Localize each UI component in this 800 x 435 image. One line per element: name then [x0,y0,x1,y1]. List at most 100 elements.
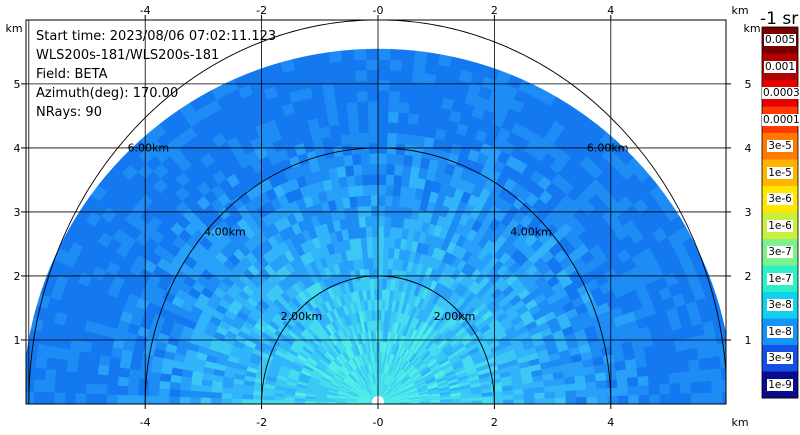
field-cell [377,268,383,279]
field-cell [647,374,660,386]
field-cell [26,366,36,381]
field-cell [711,379,723,393]
field-cell [74,393,87,404]
field-cell [335,102,348,115]
field-cell [426,115,440,129]
field-cell [334,92,347,105]
field-cell [179,389,191,398]
field-cell [722,391,726,404]
field-cell [358,132,370,144]
field-cell [363,195,372,207]
x-tick-label-bottom: -2 [256,416,267,429]
field-cell [26,391,34,404]
field-cell [393,164,404,176]
field-cell [328,50,343,63]
field-cell [283,400,295,404]
field-cell [386,132,398,144]
field-cell [159,373,172,383]
range-ring-label: 6.00km [128,141,170,154]
colorbar-label: 0.001 [763,60,797,73]
field-cell [377,194,386,206]
field-cell [398,91,411,104]
x-tick-label-top: -0 [373,4,384,17]
field-cell [586,396,598,404]
field-cell [231,398,243,404]
field-cell [397,112,409,124]
field-cell [394,153,405,166]
field-cell [346,101,358,114]
field-cell [138,378,150,389]
field-cell [129,360,142,371]
field-cell [377,90,390,102]
field-cell [355,90,368,103]
field-cell [628,394,640,404]
field-cell [252,399,264,404]
field-cell [402,154,414,167]
field-cell [57,347,70,361]
field-cell [294,400,306,404]
field-cell [354,69,367,82]
field-cell [575,389,587,398]
x-tick-label-top: 2 [491,4,498,17]
field-cell [667,361,680,374]
field-cell [659,393,671,404]
y-tick-label-right: 5 [745,78,752,91]
field-cell [606,387,619,397]
field-cell [127,386,139,396]
field-cell [372,247,379,259]
field-cell [107,365,120,377]
x-tick-label-bottom: -0 [373,416,384,429]
field-cell [627,376,639,387]
field-cell [377,132,388,144]
field-cell [371,226,379,238]
field-cell [366,236,373,248]
field-cell [411,71,425,84]
field-cell [200,391,212,399]
colorbar-label: 0.0003 [762,87,800,100]
field-cell [377,299,382,311]
field-cell [638,394,650,404]
field-cell [127,377,140,388]
range-ring-label: 4.00km [510,226,552,239]
field-cell [159,380,171,390]
field-cell [400,70,414,83]
field-cell [399,185,409,198]
field-cell [377,111,389,123]
field-cell [708,355,721,370]
field-cell [321,83,335,96]
info-panel: Start time: 2023/08/06 07:02:11.123 WLS2… [36,27,276,122]
field-cell [686,347,699,361]
field-cell [382,257,389,269]
field-cell [263,395,275,401]
field-cell [408,102,421,115]
field-cell [367,111,379,123]
field-cell [242,399,253,404]
field-cell [34,367,46,381]
field-cell [377,174,387,186]
field-cell [365,59,379,71]
y-tick-label-left: 1 [14,334,21,347]
field-cell [283,397,295,402]
axis-labels: -4 -4 -2 -2 -0 -0 2 2 4 4 5 5 4 4 3 3 2 2 1 1 km km km km [5,4,760,429]
field-cell [85,383,97,395]
field-cell [377,205,386,217]
field-cell [413,50,428,63]
field-cell [649,393,661,404]
field-cell [200,397,212,404]
field-cell [355,195,365,207]
field-cell [595,379,608,389]
field-cell [189,397,201,404]
field-cell [377,226,385,238]
field-cell [349,132,361,145]
station-text: WLS200s-181/WLS200s-181 [36,48,220,63]
field-cell [137,387,150,397]
field-cell [419,93,433,107]
field-cell [367,121,379,133]
field-cell [87,363,100,375]
field-cell [357,111,369,123]
field-cell [617,395,629,404]
field-cell [415,124,428,137]
field-cell [388,237,396,249]
field-cell [370,194,379,206]
field-cell [386,153,396,165]
